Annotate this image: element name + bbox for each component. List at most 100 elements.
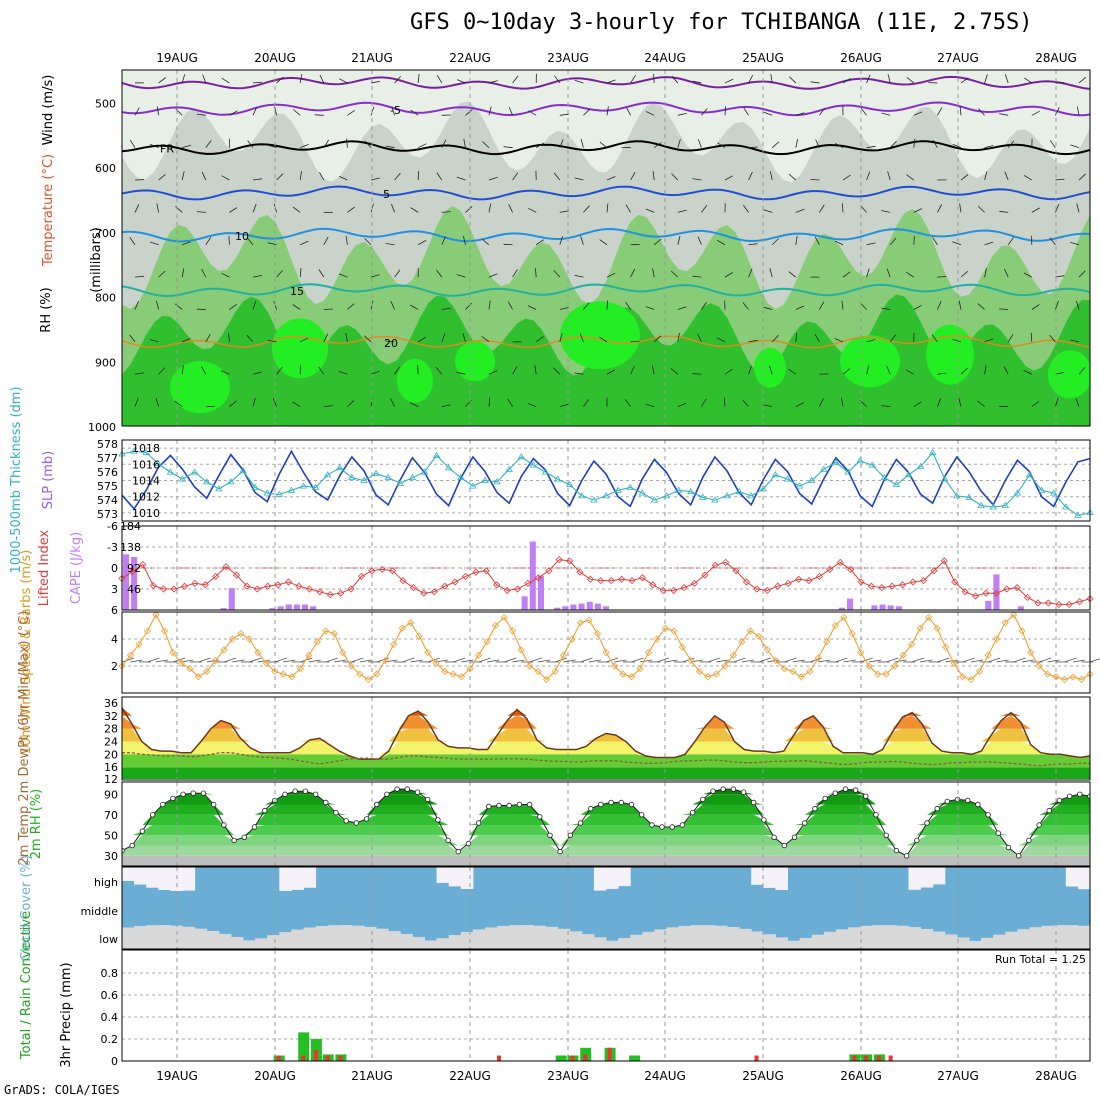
low-cloud-block <box>1029 927 1043 949</box>
wind-barb <box>272 398 277 407</box>
wind-barb <box>292 304 301 310</box>
wind-barb <box>300 337 309 343</box>
low-cloud-block <box>799 937 813 949</box>
rh-marker <box>404 786 410 792</box>
wind-barb <box>866 242 876 246</box>
wind-barb <box>630 172 636 181</box>
lifted-index-marker <box>430 588 438 596</box>
thickness-marker <box>360 476 368 483</box>
wind-speed-marker <box>262 659 270 667</box>
surface-wind-barb <box>1089 658 1100 663</box>
lifted-index-marker <box>378 565 386 573</box>
cloud-row-middle: middle <box>80 905 118 918</box>
wind-barb <box>748 74 754 84</box>
wind-barb <box>742 399 749 407</box>
wind-barb <box>624 399 631 407</box>
wind-speed-marker <box>381 657 389 665</box>
surface-wind-barb <box>232 659 245 663</box>
temperature-contour <box>122 185 1090 201</box>
wind-speed-marker <box>670 627 678 635</box>
wind-barb <box>205 140 212 148</box>
low-cloud-block <box>497 925 510 949</box>
wind-barb <box>984 171 988 181</box>
rh-marker <box>822 795 828 802</box>
precip-convective-bar <box>338 1055 343 1061</box>
wind-barb <box>181 74 186 84</box>
wind-barb <box>1076 203 1080 213</box>
wind-speed-marker <box>1018 627 1026 635</box>
wind-barb <box>819 107 826 116</box>
wind-barb <box>292 401 301 407</box>
wind-barb <box>1070 144 1080 149</box>
wind-barb <box>134 397 139 407</box>
precip-tick-label: 0.2 <box>101 1033 119 1046</box>
wind-barb <box>881 307 891 310</box>
wind-barb <box>841 397 844 407</box>
rh-marker <box>526 801 533 808</box>
surface-wind-barb <box>1013 657 1026 663</box>
rh-marker <box>740 789 747 795</box>
wind-speed-marker <box>186 665 194 673</box>
low-cloud-block <box>533 925 546 949</box>
precip-tick-label: 0.4 <box>101 1011 119 1024</box>
lifted-tick-label: -6 <box>107 520 118 533</box>
contour-label: 10 <box>235 230 249 243</box>
lifted-index-marker <box>503 586 511 594</box>
wind-speed-marker <box>925 613 933 621</box>
thickness-marker <box>832 458 840 465</box>
rh-marker <box>537 814 543 820</box>
wind-barb <box>984 74 988 84</box>
wind-barb <box>913 304 922 310</box>
thickness-marker <box>457 473 465 481</box>
lifted-index-marker <box>222 563 230 571</box>
wind-barb <box>417 170 420 181</box>
high-cloud-block <box>279 867 292 891</box>
wind-barb <box>488 106 492 116</box>
wind-barb <box>599 239 608 246</box>
wind-barb <box>1003 366 1009 375</box>
surface-wind-barb <box>1072 659 1086 663</box>
rh-tick-label: 70 <box>104 809 118 822</box>
wind-barb <box>390 398 395 407</box>
wind-barb <box>716 337 726 343</box>
thickness-marker <box>372 469 380 476</box>
cape-bar <box>1017 606 1024 610</box>
wind-barb <box>1075 397 1080 407</box>
rh-marker <box>129 842 135 849</box>
wind-speed-marker <box>959 673 967 681</box>
thickness-tick-label: 577 <box>97 452 118 465</box>
thickness-marker <box>263 489 271 496</box>
low-cloud-block <box>884 925 897 949</box>
lifted-tick-label: 6 <box>111 604 118 617</box>
wind-barb <box>886 365 891 375</box>
temp-tick-label: 32 <box>104 710 118 723</box>
wind-barb <box>1023 175 1033 181</box>
thickness-marker <box>1037 486 1046 493</box>
wind-barb <box>201 268 207 278</box>
wind-barb <box>417 336 427 343</box>
thickness-marker <box>892 480 901 488</box>
rh-marker <box>160 801 166 808</box>
wind-speed-marker <box>1052 673 1060 681</box>
lifted-index-marker <box>149 581 157 590</box>
rh-marker <box>1077 791 1083 797</box>
wind-barb <box>937 276 947 278</box>
wind-barb <box>977 303 985 310</box>
wind-speed-marker <box>746 627 754 635</box>
cape-tick-label: 92 <box>127 562 141 575</box>
lifted-index-marker <box>1013 584 1021 592</box>
wind-barb <box>158 270 166 278</box>
wind-barb <box>1007 140 1015 148</box>
wind-barb <box>463 138 466 148</box>
wind-barb <box>347 206 355 213</box>
wind-speed-marker <box>177 659 185 667</box>
wind-barb <box>724 272 733 278</box>
wind-barb <box>134 372 144 375</box>
lifted-index-marker <box>316 588 324 596</box>
date-label-top: 23AUG <box>547 51 589 65</box>
wind-barb <box>508 204 513 213</box>
wind-speed-marker <box>551 667 559 675</box>
wind-barb <box>937 204 942 213</box>
wind-barb <box>625 204 631 213</box>
wind-barb <box>599 141 608 148</box>
